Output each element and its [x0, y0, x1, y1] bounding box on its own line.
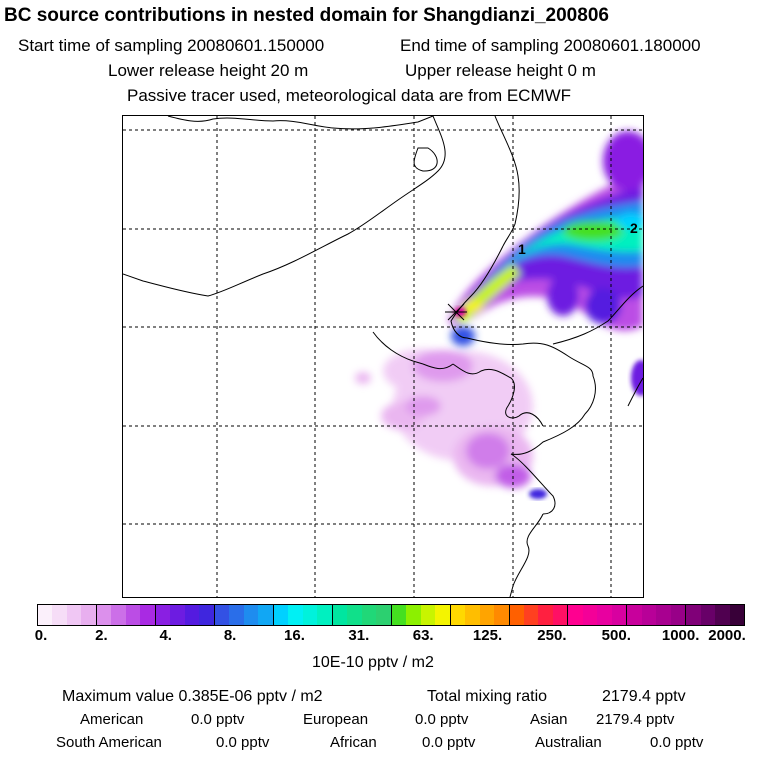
colorbar-swatch — [111, 605, 126, 625]
colorbar-swatch — [214, 605, 230, 625]
colorbar-swatch — [81, 605, 97, 625]
colorbar-swatch — [273, 605, 289, 625]
colorbar-tick-label: 16. — [284, 627, 305, 644]
colorbar-tick-label: 2000. — [708, 627, 746, 644]
colorbar-swatch — [52, 605, 67, 625]
african-label: African — [330, 734, 377, 751]
colorbar-swatch — [494, 605, 510, 625]
colorbar-swatch — [66, 605, 82, 625]
colorbar-tick-label: 63. — [412, 627, 434, 644]
colorbar-swatch — [391, 605, 407, 625]
european-label: European — [303, 711, 369, 728]
plot-title: BC source contributions in nested domain… — [4, 5, 609, 26]
south-american-value: 0.0 pptv — [216, 734, 270, 751]
marker-label-2: 2 — [630, 220, 638, 236]
colorbar-swatch — [611, 605, 628, 625]
colorbar-swatch — [523, 605, 539, 625]
colorbar-swatch — [376, 605, 392, 625]
colorbar-swatch — [96, 605, 112, 625]
colorbar-swatch — [656, 605, 671, 625]
colorbar-swatch — [715, 605, 730, 625]
colorbar-swatch — [243, 605, 259, 625]
colorbar-swatch — [450, 605, 466, 625]
african-value: 0.0 pptv — [422, 734, 476, 751]
lat-lon-grid — [123, 116, 643, 597]
map-panel: 1 2 — [122, 115, 644, 598]
colorbar-swatch — [435, 605, 451, 625]
colorbar-swatch — [347, 605, 362, 625]
asian-label: Asian — [530, 711, 568, 728]
colorbar-swatch — [420, 605, 436, 625]
european-value: 0.0 pptv — [415, 711, 469, 728]
colorbar-tick-label: 125. — [472, 627, 503, 644]
colorbar-unit-label: 10E-10 pptv / m2 — [312, 654, 434, 671]
colorbar-swatch — [332, 605, 348, 625]
colorbar — [37, 604, 745, 626]
colorbar-swatch — [199, 605, 215, 625]
colorbar-swatch — [302, 605, 318, 625]
start-time-label: Start time of sampling 20080601.150000 — [18, 36, 325, 55]
australian-label: Australian — [535, 734, 602, 751]
tracer-info-label: Passive tracer used, meteorological data… — [127, 86, 572, 105]
colorbar-swatch — [729, 605, 745, 625]
american-label: American — [80, 711, 144, 728]
colorbar-swatch — [229, 605, 244, 625]
australian-value: 0.0 pptv — [650, 734, 704, 751]
lower-release-height-label: Lower release height 20 m — [108, 61, 309, 80]
asian-value: 2179.4 pptv — [596, 711, 675, 728]
colorbar-swatch — [538, 605, 553, 625]
colorbar-swatch — [686, 605, 701, 625]
colorbar-swatch — [317, 605, 333, 625]
south-american-label: South American — [56, 734, 162, 751]
colorbar-tick-label: 500. — [601, 627, 631, 644]
colorbar-tick-label: 31. — [348, 627, 370, 644]
upper-release-height-label: Upper release height 0 m — [405, 61, 596, 80]
colorbar-swatch — [140, 605, 156, 625]
colorbar-swatch — [258, 605, 274, 625]
colorbar-swatch — [509, 605, 524, 625]
colorbar-tick-label: 2. — [95, 627, 108, 644]
colorbar-swatch — [288, 605, 303, 625]
colorbar-swatch — [479, 605, 495, 625]
american-value: 0.0 pptv — [191, 711, 245, 728]
colorbar-swatch — [184, 605, 200, 625]
total-mixing-ratio-label: Total mixing ratio — [427, 688, 548, 705]
end-time-label: End time of sampling 20080601.180000 — [400, 36, 701, 55]
maximum-value-label: Maximum value 0.385E-06 pptv / m2 — [62, 688, 323, 705]
coastline — [123, 116, 643, 597]
colorbar-swatch — [552, 605, 569, 625]
colorbar-swatch — [670, 605, 687, 625]
colorbar-swatch — [38, 605, 53, 625]
colorbar-swatch — [125, 605, 141, 625]
colorbar-swatch — [465, 605, 480, 625]
colorbar-swatch — [641, 605, 657, 625]
total-mixing-ratio-value: 2179.4 pptv — [602, 688, 686, 705]
colorbar-swatch — [170, 605, 185, 625]
colorbar-swatch — [155, 605, 171, 625]
map-canvas: 1 2 — [123, 116, 643, 597]
colorbar-tick-label: 250. — [537, 627, 567, 644]
colorbar-swatch — [568, 605, 583, 625]
colorbar-swatch — [700, 605, 716, 625]
colorbar-swatch — [627, 605, 642, 625]
colorbar-tick-label: 8. — [223, 627, 237, 644]
station-star-marker — [445, 303, 467, 321]
colorbar-swatch — [361, 605, 377, 625]
colorbar-swatch — [582, 605, 598, 625]
colorbar-tick-label: 4. — [159, 627, 172, 644]
colorbar-swatch — [406, 605, 421, 625]
concentration-field — [355, 131, 643, 499]
colorbar-tick-label: 0. — [34, 627, 48, 644]
colorbar-tick-label: 1000. — [661, 627, 700, 644]
marker-label-1: 1 — [518, 241, 526, 257]
colorbar-swatch — [597, 605, 612, 625]
